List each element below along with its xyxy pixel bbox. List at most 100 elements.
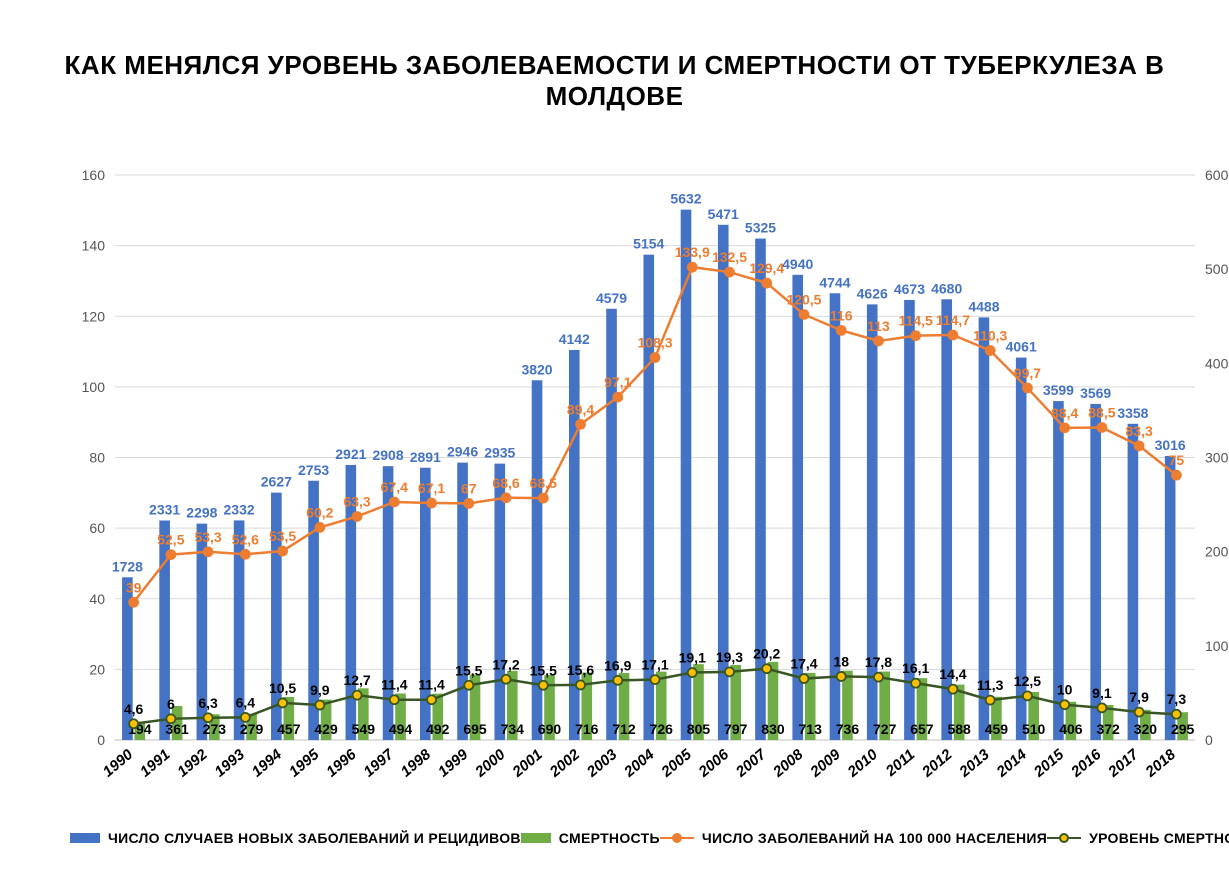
deaths-bar-label: 805 [687,721,711,737]
mortality-rate-label: 6,3 [198,695,218,711]
incidence_rate-marker [204,547,213,556]
incidence-rate-label: 114,7 [936,312,970,328]
y-right-tick-label: 2000 [1205,544,1229,560]
x-tick-label: 2009 [807,746,845,782]
legend-swatch [521,833,551,843]
mortality_rate-marker [129,719,138,728]
x-tick-label: 1999 [435,746,472,781]
deaths-bar-label: 406 [1059,721,1083,737]
x-tick-label: 2008 [769,746,807,782]
legend: ЧИСЛО СЛУЧАЕВ НОВЫХ ЗАБОЛЕВАНИЙ И РЕЦИДИ… [70,830,1180,846]
deaths-bar-label: 736 [836,721,860,737]
incidence-rate-label: 67 [461,480,477,496]
mortality-rate-label: 4,6 [124,701,144,717]
y-right-tick-label: 4000 [1205,355,1229,371]
cases-bar [494,464,505,740]
x-tick-label: 2016 [1067,746,1105,782]
incidence_rate-marker [911,331,920,340]
deaths-bar-label: 716 [575,721,599,737]
mortality-rate-label: 6,4 [236,694,256,710]
y-left-tick-label: 140 [82,238,106,254]
y-left-tick-label: 80 [89,450,105,466]
mortality_rate-marker [464,681,473,690]
incidence_rate-marker [948,330,957,339]
mortality-rate-label: 15,6 [567,662,594,678]
mortality_rate-marker [1060,700,1069,709]
x-tick-label: 2006 [695,746,733,782]
x-tick-label: 2018 [1142,746,1180,782]
deaths-bar-label: 494 [389,721,413,737]
mortality_rate-marker [539,681,548,690]
legend-label: ЧИСЛО СЛУЧАЕВ НОВЫХ ЗАБОЛЕВАНИЙ И РЕЦИДИ… [108,830,521,846]
x-tick-label: 1994 [249,746,286,781]
cases-bar-label: 4626 [857,285,888,301]
mortality_rate-marker [1172,710,1181,719]
x-tick-label: 2017 [1104,746,1142,782]
incidence_rate-marker [464,499,473,508]
deaths-bar-label: 588 [947,721,971,737]
incidence-rate-label: 97,1 [604,374,631,390]
mortality_rate-marker [241,713,250,722]
deaths-bar-label: 712 [612,721,636,737]
mortality_rate-marker [799,674,808,683]
incidence-rate-label: 53,3 [194,529,221,545]
y-left-tick-label: 60 [89,520,105,536]
incidence_rate-marker [1060,423,1069,432]
chart-title: КАК МЕНЯЛСЯ УРОВЕНЬ ЗАБОЛЕВАЕМОСТИ И СМЕ… [0,50,1229,112]
y-right-tick-label: 3000 [1205,450,1229,466]
incidence-rate-label: 89,4 [567,401,594,417]
legend-swatch [1047,831,1081,845]
mortality_rate-marker [874,673,883,682]
x-tick-label: 1996 [323,746,360,781]
legend-item-cases: ЧИСЛО СЛУЧАЕВ НОВЫХ ЗАБОЛЕВАНИЙ И РЕЦИДИ… [70,830,521,846]
deaths-bar-label: 372 [1096,721,1120,737]
legend-item-deaths: СМЕРТНОСТЬ [521,830,660,846]
x-tick-label: 2007 [732,746,770,782]
legend-label: СМЕРТНОСТЬ [559,830,660,846]
y-left-tick-label: 40 [89,591,105,607]
incidence_rate-marker [353,512,362,521]
cases-bar-label: 3358 [1117,405,1148,421]
x-tick-label: 2002 [546,746,584,782]
x-tick-label: 2014 [993,746,1031,782]
deaths-bar-label: 830 [761,721,785,737]
incidence-rate-label: 110,3 [973,328,1007,344]
incidence_rate-marker [1172,471,1181,480]
x-tick-label: 2000 [471,746,509,782]
incidence_rate-marker [799,310,808,319]
x-tick-label: 1993 [211,746,248,781]
deaths-bar-label: 657 [910,721,934,737]
legend-item-incidence_rate: ЧИСЛО ЗАБОЛЕВАНИЙ НА 100 000 НАСЕЛЕНИЯ [660,830,1047,846]
mortality_rate-marker [688,668,697,677]
y-left-tick-label: 100 [82,379,106,395]
incidence_rate-marker [725,268,734,277]
incidence_rate-marker [129,598,138,607]
incidence-rate-label: 52,5 [157,532,184,548]
mortality-rate-label: 6 [167,696,175,712]
mortality-rate-label: 11,4 [418,677,445,693]
incidence_rate-marker [241,550,250,559]
incidence-rate-label: 53,5 [269,528,296,544]
cases-bar-label: 5325 [745,220,776,236]
incidence_rate-marker [874,336,883,345]
x-tick-label: 2004 [620,746,658,782]
deaths-bar-label: 690 [538,721,562,737]
mortality_rate-marker [837,672,846,681]
legend-label: ЧИСЛО ЗАБОЛЕВАНИЙ НА 100 000 НАСЕЛЕНИЯ [702,830,1047,846]
mortality_rate-marker [353,691,362,700]
incidence-rate-label: 108,3 [637,335,672,351]
cases-bar-label: 1728 [112,558,143,574]
mortality-rate-label: 11,4 [381,677,408,693]
deaths-bar-label: 726 [650,721,674,737]
incidence_rate-marker [278,547,287,556]
mortality-rate-label: 17,2 [492,656,519,672]
incidence_rate-marker [986,346,995,355]
cases-bar-label: 4673 [894,281,925,297]
mortality_rate-marker [1097,703,1106,712]
mortality-rate-label: 17,8 [865,654,892,670]
cases-bar-label: 2891 [410,449,441,465]
cases-bar-label: 2331 [149,501,180,517]
cases-bar-label: 2946 [447,444,478,460]
mortality-rate-label: 17,4 [790,656,817,672]
x-tick-label: 2001 [509,746,546,781]
